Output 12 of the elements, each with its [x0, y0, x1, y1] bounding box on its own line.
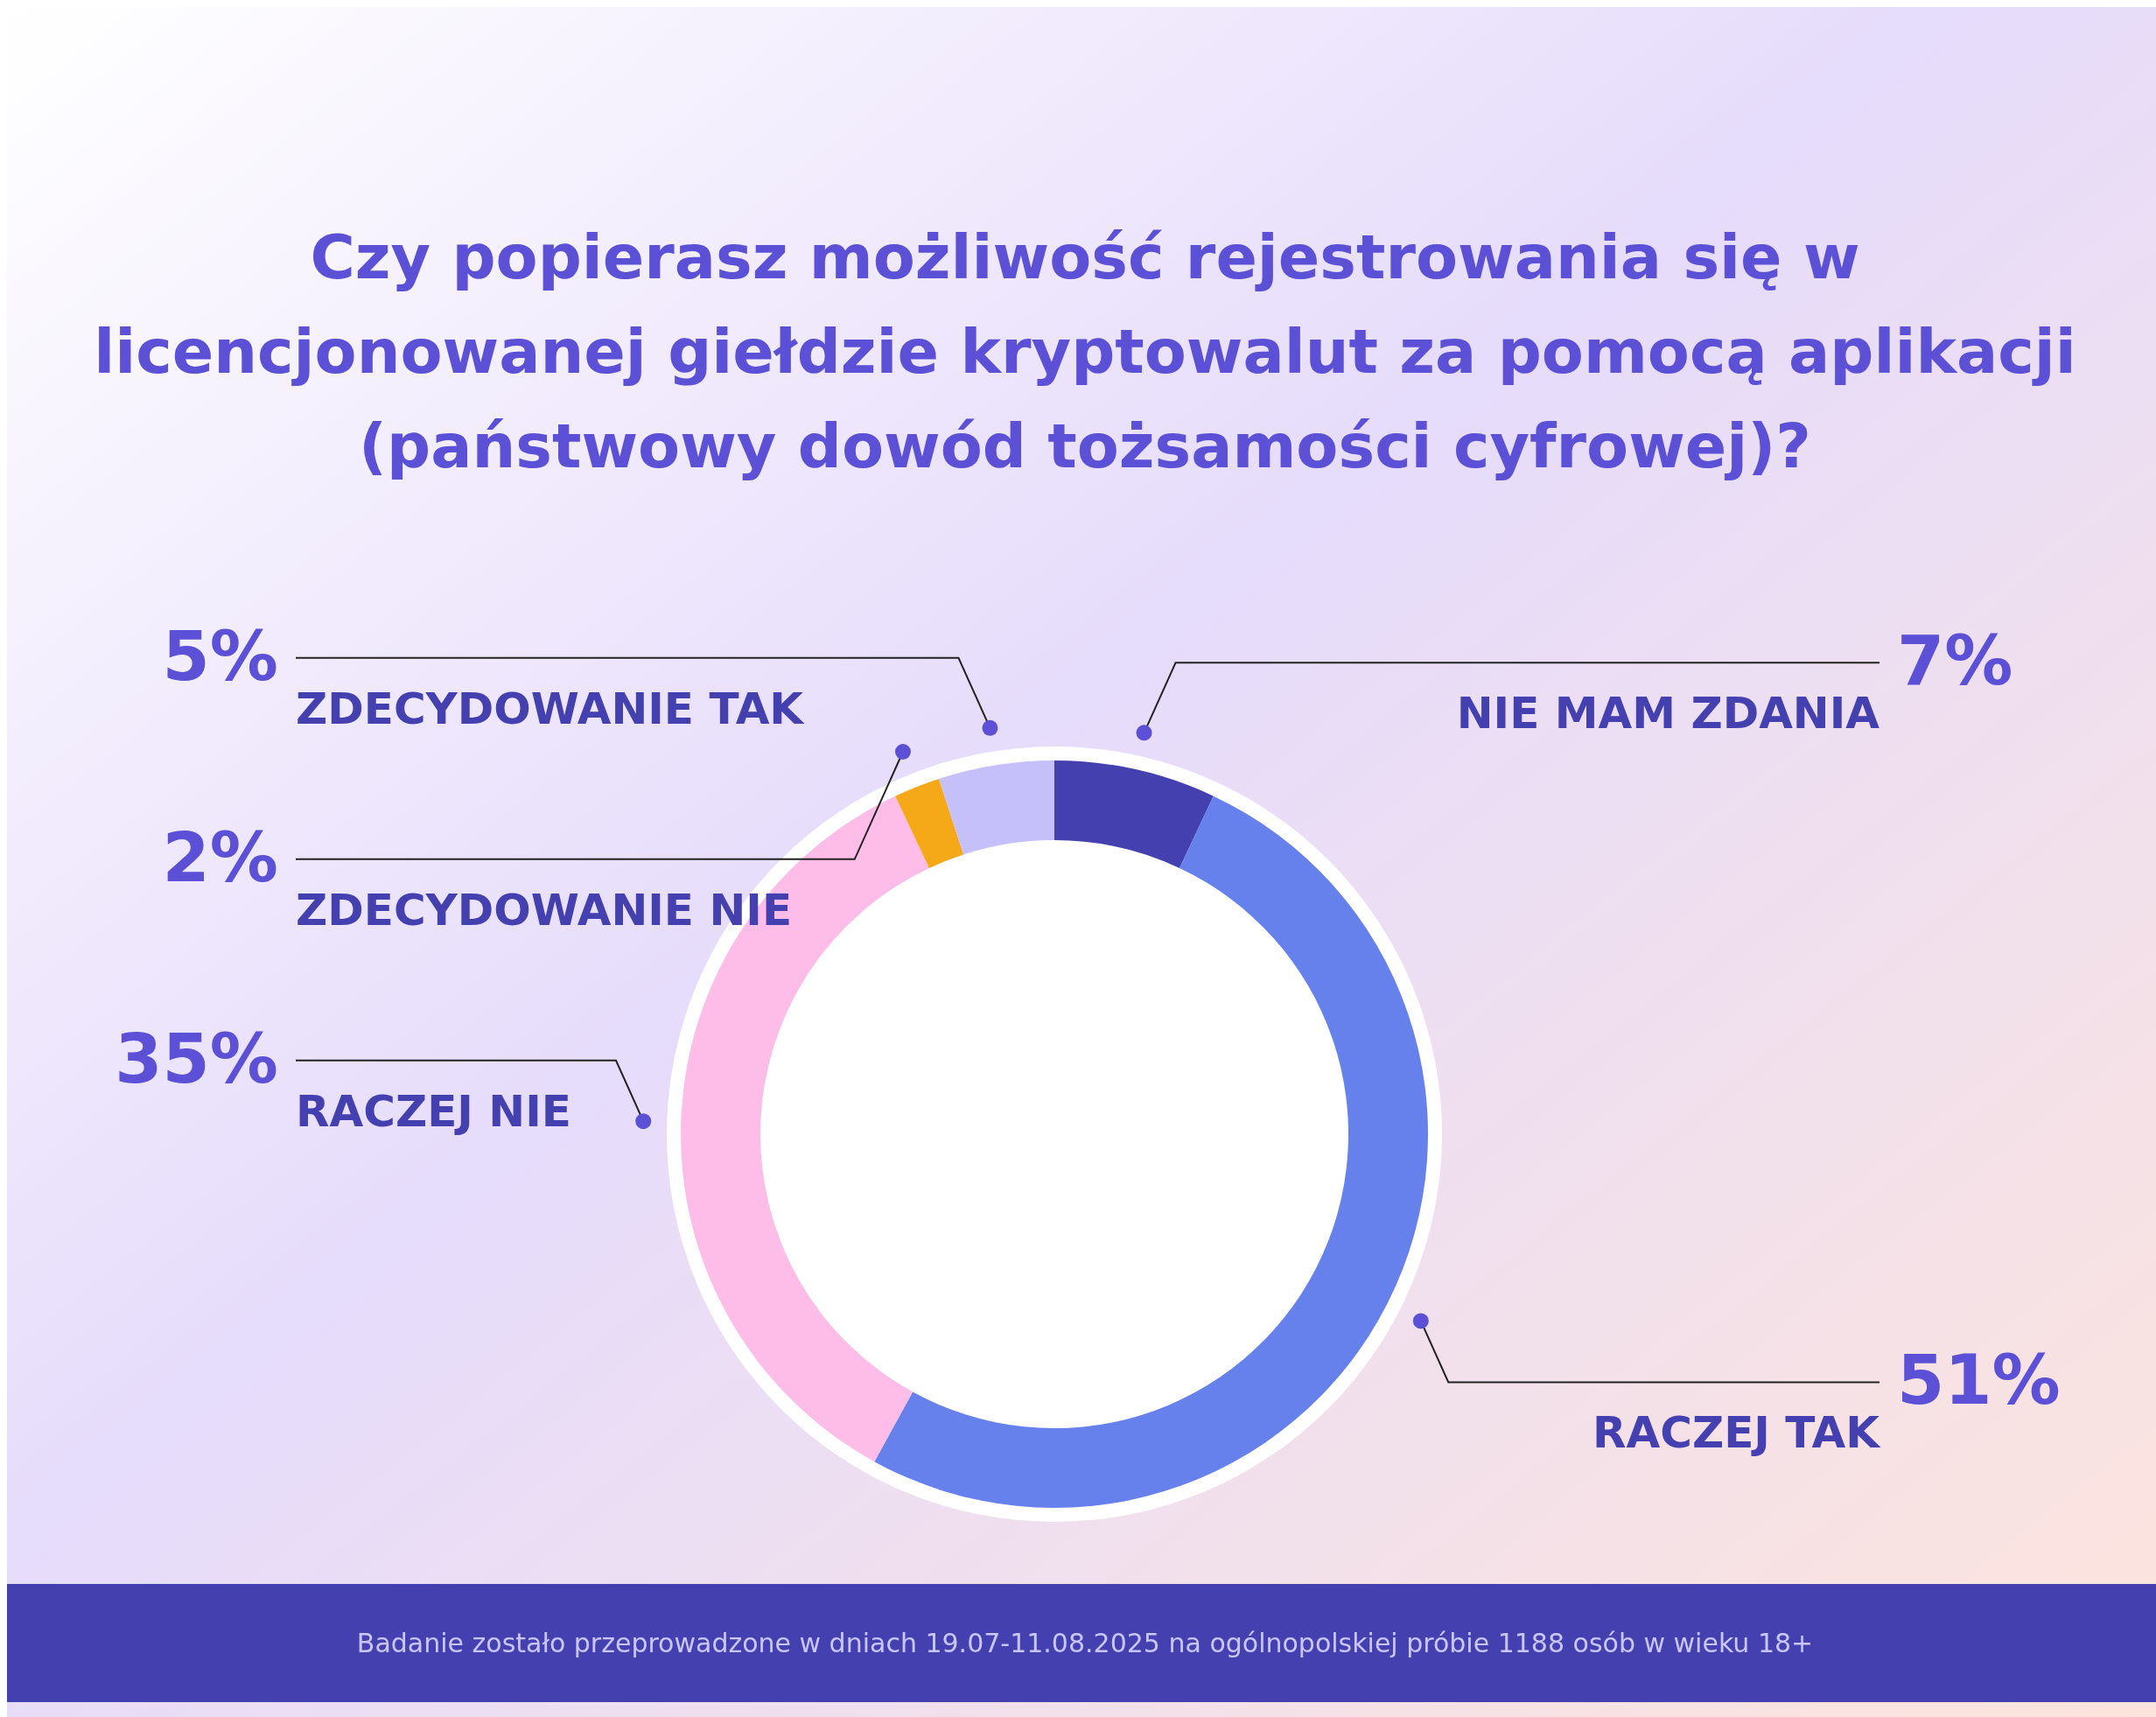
data-label: 7%	[1897, 621, 2013, 701]
data-label: 51%	[1897, 1341, 2061, 1420]
slice-label: ZDECYDOWANIE NIE	[296, 884, 793, 936]
text: Badanie zostało przeprowadzone w dniach 19.07-11.08.2025 na ogólnopolskiej próbie 1188 osób w wieku 18+	[356, 1628, 1814, 1658]
data-label: 35%	[115, 1019, 278, 1098]
chart-title: Czy popierasz możliwość rejestrowania się w licencjonowanej giełdzie kryptowalut za pomocą aplikacji (państwowy dowód tożsamości cyfrowej)?	[94, 221, 2076, 482]
data-label: 5%	[162, 616, 278, 696]
data-label: 2%	[162, 817, 278, 897]
slice-label: RACZEJ NIE	[296, 1085, 571, 1137]
slice-label: ZDECYDOWANIE TAK	[296, 683, 806, 734]
slice-label: NIE MAM ZDANIA	[1456, 688, 1880, 739]
slice-label: RACZEJ TAK	[1592, 1407, 1882, 1459]
